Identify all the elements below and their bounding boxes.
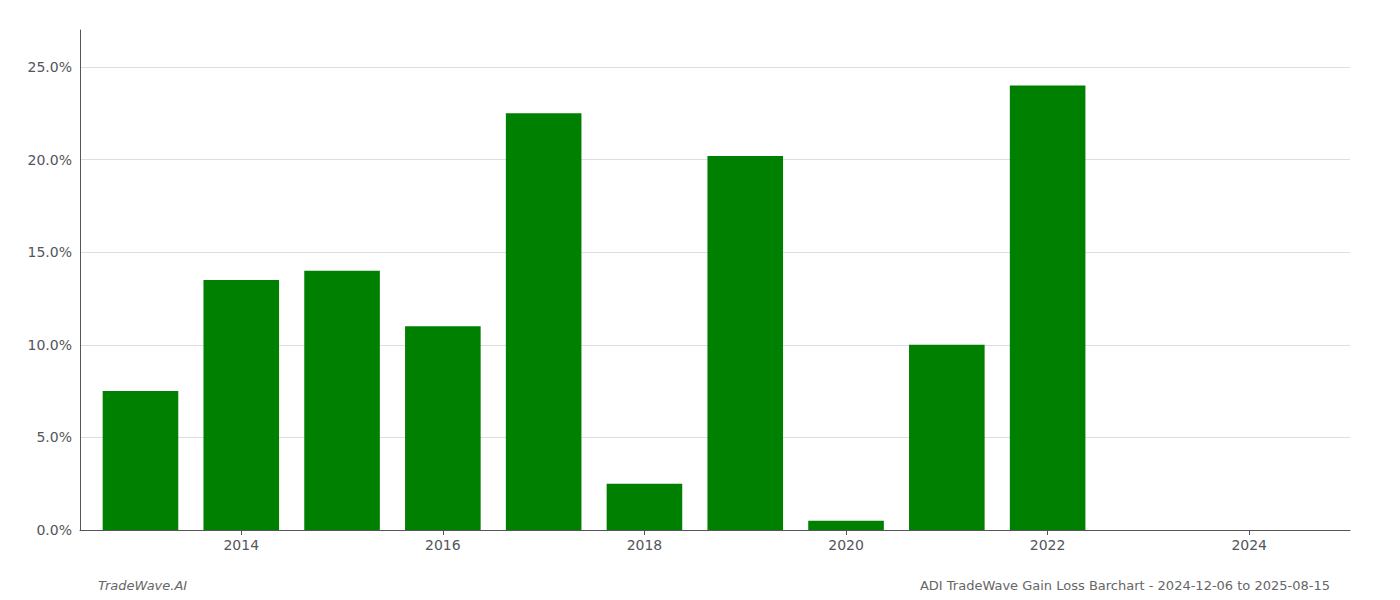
svg-text:2018: 2018 xyxy=(627,537,663,553)
svg-text:2024: 2024 xyxy=(1231,537,1267,553)
svg-text:0.0%: 0.0% xyxy=(36,522,72,538)
svg-text:TradeWave.AI: TradeWave.AI xyxy=(98,578,187,593)
svg-text:25.0%: 25.0% xyxy=(28,59,72,75)
svg-text:15.0%: 15.0% xyxy=(28,244,72,260)
svg-text:2020: 2020 xyxy=(828,537,864,553)
svg-text:2016: 2016 xyxy=(425,537,461,553)
svg-text:2022: 2022 xyxy=(1030,537,1066,553)
svg-text:ADI TradeWave Gain Loss Barcha: ADI TradeWave Gain Loss Barchart - 2024-… xyxy=(920,578,1330,593)
svg-text:20.0%: 20.0% xyxy=(28,152,72,168)
svg-text:10.0%: 10.0% xyxy=(28,337,72,353)
svg-text:5.0%: 5.0% xyxy=(36,429,72,445)
svg-text:2014: 2014 xyxy=(223,537,259,553)
